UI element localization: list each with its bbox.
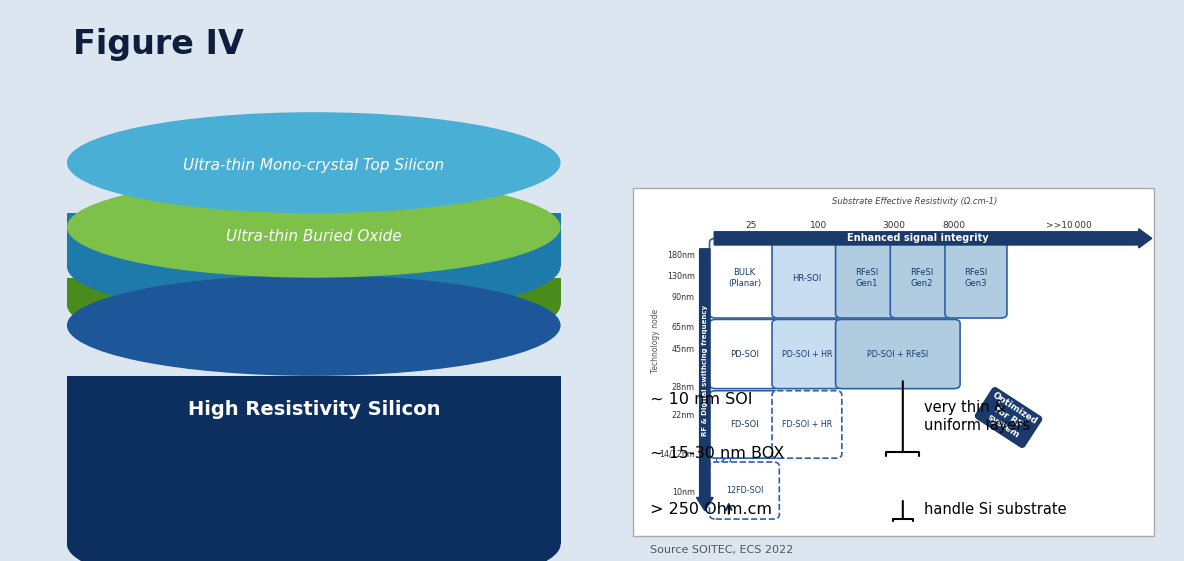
Polygon shape [67, 376, 560, 544]
Text: Ultra-thin Buried Oxide: Ultra-thin Buried Oxide [226, 229, 401, 244]
Text: ~ 10 nm SOI: ~ 10 nm SOI [650, 393, 752, 407]
Text: very thin &
uniform layers: very thin & uniform layers [925, 401, 1030, 433]
Text: 8000: 8000 [942, 221, 965, 230]
Text: Source SOITEC, ECS 2022: Source SOITEC, ECS 2022 [650, 545, 793, 555]
Text: 25: 25 [745, 221, 757, 230]
Text: 130nm: 130nm [667, 272, 695, 281]
Text: Enhanced signal integrity: Enhanced signal integrity [847, 233, 989, 243]
FancyBboxPatch shape [890, 238, 952, 318]
FancyBboxPatch shape [709, 462, 779, 519]
FancyArrow shape [696, 249, 713, 511]
FancyBboxPatch shape [709, 238, 779, 318]
Text: 12FD-SOI: 12FD-SOI [726, 486, 764, 495]
Text: Substrate Effective Resistivity (Ω.cm-1): Substrate Effective Resistivity (Ω.cm-1) [832, 197, 997, 206]
FancyBboxPatch shape [772, 390, 842, 458]
FancyArrow shape [714, 229, 1152, 248]
Text: PD-SOI + RFeSI: PD-SOI + RFeSI [867, 350, 928, 358]
Text: ~ 15-30 nm BOX: ~ 15-30 nm BOX [650, 445, 784, 461]
Text: BULK
(Planar): BULK (Planar) [728, 269, 761, 288]
Text: 100: 100 [810, 221, 826, 230]
Text: 3000: 3000 [882, 221, 906, 230]
FancyBboxPatch shape [836, 319, 960, 389]
Text: PD-SOI: PD-SOI [729, 350, 759, 358]
Text: Optimized
for RF
system: Optimized for RF system [979, 391, 1038, 444]
Text: >>10 000: >>10 000 [1045, 221, 1092, 230]
FancyBboxPatch shape [633, 188, 1154, 536]
FancyBboxPatch shape [836, 238, 897, 318]
Text: 65nm: 65nm [671, 323, 695, 332]
Text: High Resistivity Silicon: High Resistivity Silicon [187, 400, 440, 419]
Text: HR-SOI: HR-SOI [792, 274, 822, 283]
Text: 22nm: 22nm [671, 411, 695, 420]
Text: RFeSI
Gen1: RFeSI Gen1 [855, 269, 879, 288]
Ellipse shape [67, 112, 560, 213]
Polygon shape [67, 213, 560, 266]
Ellipse shape [67, 216, 560, 317]
Ellipse shape [67, 275, 560, 376]
Text: 90nm: 90nm [671, 293, 695, 302]
Text: FD-SOI: FD-SOI [731, 420, 759, 429]
Text: 45nm: 45nm [671, 345, 695, 354]
Text: RFeSI
Gen2: RFeSI Gen2 [909, 269, 933, 288]
Text: 180nm: 180nm [667, 251, 695, 260]
Ellipse shape [67, 177, 560, 278]
Text: 14/12nm: 14/12nm [659, 449, 695, 458]
Text: handle Si substrate: handle Si substrate [925, 503, 1067, 517]
Ellipse shape [67, 494, 560, 561]
Text: Ultra-thin Mono-crystal Top Silicon: Ultra-thin Mono-crystal Top Silicon [184, 158, 444, 173]
FancyBboxPatch shape [709, 390, 779, 458]
FancyBboxPatch shape [772, 319, 842, 389]
Ellipse shape [67, 254, 560, 355]
Bar [716, 395, 731, 515]
Text: FD-SOI + HR: FD-SOI + HR [781, 420, 832, 429]
Text: Figure IV: Figure IV [72, 28, 244, 61]
Text: RFeSI
Gen3: RFeSI Gen3 [964, 269, 987, 288]
Text: Technology node: Technology node [651, 309, 659, 373]
Text: PD-SOI + HR: PD-SOI + HR [781, 350, 832, 358]
FancyBboxPatch shape [772, 238, 842, 318]
Text: 28nm: 28nm [671, 383, 695, 393]
Text: RF & Digital swithcing frequency: RF & Digital swithcing frequency [702, 305, 708, 436]
Text: > 250 Ohm.cm: > 250 Ohm.cm [650, 503, 772, 517]
Text: 10nm: 10nm [671, 488, 695, 497]
FancyBboxPatch shape [945, 238, 1006, 318]
FancyBboxPatch shape [709, 319, 779, 389]
Polygon shape [67, 278, 560, 305]
